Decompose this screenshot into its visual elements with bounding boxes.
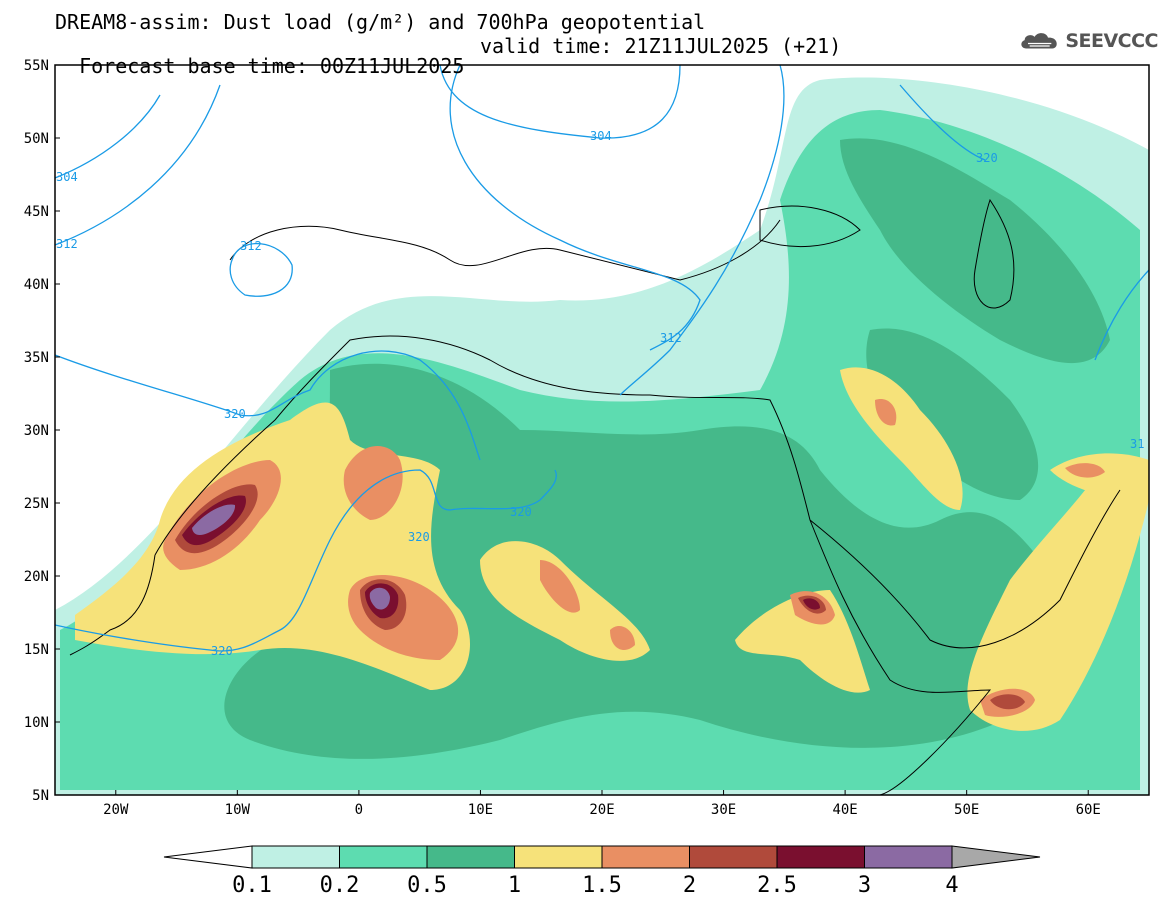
colorbar-level-label: 2 bbox=[683, 873, 696, 898]
forecast-times: Forecast base time: 00Z11JUL2025 valid t… bbox=[55, 36, 841, 96]
colorbar-swatch bbox=[426, 845, 515, 869]
lat-tick-label: 5N bbox=[32, 788, 49, 804]
dust-level-1.5-chad bbox=[540, 560, 580, 613]
colorbar-swatch bbox=[864, 845, 953, 869]
contour-320-east bbox=[619, 65, 785, 396]
dust-level-3-niger bbox=[369, 587, 390, 610]
lat-tick-label: 45N bbox=[24, 204, 49, 220]
colorbar-level-label: 0.2 bbox=[320, 873, 360, 898]
longitude-axis: 20W 10W 0 10E 20E 30E 40E 50E 60E bbox=[103, 790, 1101, 818]
seevccc-logo: SEEVCCC bbox=[1018, 26, 1158, 56]
contour-label: 304 bbox=[56, 170, 78, 184]
lat-tick-label: 55N bbox=[24, 58, 49, 74]
caspian bbox=[973, 198, 1015, 309]
dust-level-0.5-east bbox=[840, 138, 1110, 364]
valid-time: valid time: 21Z11JUL2025 (+21) bbox=[480, 34, 842, 58]
arabia-coast bbox=[809, 489, 1121, 649]
contour-label: 320 bbox=[510, 505, 532, 519]
dust-level-1-sudan bbox=[735, 590, 870, 693]
colorbar-level-label: 4 bbox=[945, 873, 958, 898]
colorbar-under-triangle bbox=[163, 845, 253, 869]
contour-label: 312 bbox=[660, 331, 682, 345]
dust-level-1.5-mali bbox=[343, 446, 403, 520]
colorbar-swatch bbox=[339, 845, 428, 869]
lat-tick-label: 15N bbox=[24, 642, 49, 658]
lon-tick-label: 20E bbox=[589, 802, 614, 818]
lat-tick-label: 20N bbox=[24, 569, 49, 585]
contour-label: 320 bbox=[224, 407, 246, 421]
dust-level-2-yemen bbox=[990, 694, 1025, 710]
lat-tick-label: 50N bbox=[24, 131, 49, 147]
colorbar-swatch bbox=[689, 845, 778, 869]
map-title: DREAM8-assim: Dust load (g/m²) and 700hP… bbox=[55, 10, 706, 34]
contour-label: 304 bbox=[590, 129, 612, 143]
contour-label: 320 bbox=[211, 644, 233, 658]
lon-tick-label: 20W bbox=[103, 802, 129, 818]
lat-tick-label: 35N bbox=[24, 350, 49, 366]
dust-level-1.5-sudan bbox=[610, 625, 635, 650]
contour-320-west2 bbox=[55, 469, 557, 652]
west-africa-coast bbox=[69, 554, 156, 656]
lat-tick-label: 10N bbox=[24, 715, 49, 731]
contour-label: 320 bbox=[976, 151, 998, 165]
contour-312-west bbox=[55, 84, 221, 246]
lon-tick-label: 0 bbox=[355, 802, 363, 818]
lat-tick-label: 25N bbox=[24, 496, 49, 512]
dust-level-1.5-iran bbox=[1065, 463, 1105, 478]
lon-tick-label: 10E bbox=[468, 802, 493, 818]
dust-level-1-oman bbox=[967, 460, 1149, 731]
colorbar-swatch bbox=[514, 845, 603, 869]
geopotential-contours bbox=[55, 65, 1149, 652]
lon-tick-label: 60E bbox=[1076, 802, 1101, 818]
contour-304-west bbox=[55, 94, 161, 179]
contour-label: 312 bbox=[240, 239, 262, 253]
colorbar-swatch bbox=[601, 845, 690, 869]
black-sea bbox=[759, 205, 861, 247]
colorbar-level-label: 1 bbox=[508, 873, 521, 898]
contour-320-ne bbox=[899, 84, 986, 161]
lon-tick-label: 50E bbox=[954, 802, 979, 818]
colorbar-swatch bbox=[776, 845, 865, 869]
contour-label: 320 bbox=[408, 530, 430, 544]
europe-coast bbox=[229, 219, 781, 281]
contour-320-sahara bbox=[55, 350, 481, 461]
contour-label: 312 bbox=[56, 237, 78, 251]
colorbar-level-label: 0.1 bbox=[232, 873, 272, 898]
lon-tick-label: 40E bbox=[832, 802, 857, 818]
coastlines bbox=[69, 198, 1121, 795]
colorbar-level-label: 1.5 bbox=[582, 873, 622, 898]
contour-312-europe bbox=[449, 65, 701, 351]
colorbar-level-label: 3 bbox=[858, 873, 871, 898]
contour-312-iberia bbox=[229, 243, 293, 297]
contour-label: 31 bbox=[1130, 437, 1144, 451]
dust-level-2.5-red-sea bbox=[803, 598, 820, 610]
dust-level-0.5-arabia bbox=[866, 328, 1039, 500]
colorbar: 0.1 0.2 0.5 1 1.5 2 2.5 3 4 bbox=[163, 845, 1041, 898]
colorbar-level-label: 2.5 bbox=[757, 873, 797, 898]
contour-304-europe bbox=[439, 65, 681, 139]
colorbar-swatch bbox=[251, 845, 340, 869]
africa-coast bbox=[154, 335, 992, 795]
colorbar-level-label: 0.5 bbox=[407, 873, 447, 898]
dust-level-1.5-iraq bbox=[875, 399, 897, 426]
base-time: Forecast base time: 00Z11JUL2025 bbox=[79, 54, 465, 78]
dust-level-1-iraq bbox=[840, 367, 963, 510]
lat-tick-label: 40N bbox=[24, 277, 49, 293]
dust-field bbox=[55, 77, 1149, 795]
dust-level-3-west bbox=[192, 504, 236, 536]
lat-tick-label: 30N bbox=[24, 423, 49, 439]
latitude-axis: 55N 50N 45N 40N 35N 30N 25N 20N 15N 10N 5N bbox=[24, 58, 60, 804]
contour-312-east bbox=[1094, 269, 1149, 361]
logo-text: SEEVCCC bbox=[1065, 30, 1158, 52]
lon-tick-label: 10W bbox=[225, 802, 251, 818]
contour-labels: 304 320 312 312 304 320 312 320 320 320 … bbox=[56, 129, 1144, 658]
colorbar-over-triangle bbox=[951, 845, 1041, 869]
cloud-icon bbox=[1021, 33, 1057, 49]
lon-tick-label: 30E bbox=[711, 802, 736, 818]
